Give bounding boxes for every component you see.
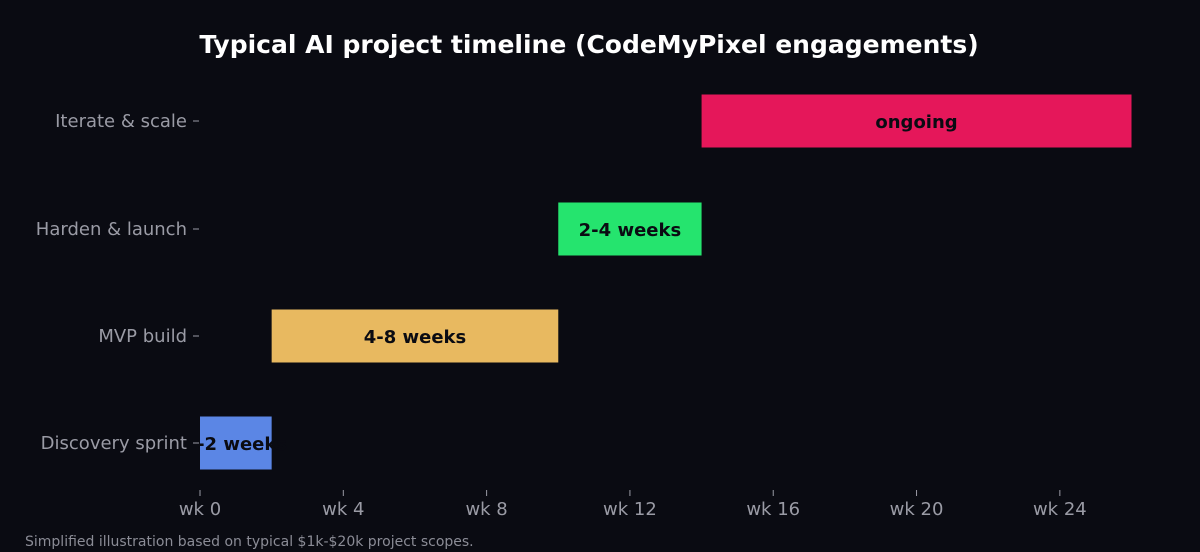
category-label-iterate-scale: Iterate & scale	[55, 111, 187, 132]
bar-label-iterate-scale: ongoing	[875, 112, 957, 133]
x-tick-label: wk 12	[603, 499, 657, 520]
bar-label-harden-launch: 2-4 weeks	[579, 220, 682, 241]
footnote: Simplified illustration based on typical…	[25, 534, 474, 550]
x-tick-label: wk 0	[179, 499, 221, 520]
x-axis: wk 0 wk 4 wk 8 wk 12 wk 16 wk 20 wk 24	[179, 490, 1087, 520]
x-tick-label: wk 4	[322, 499, 364, 520]
category-label-mvp-build: MVP build	[98, 326, 187, 347]
bar-mvp-build	[271, 309, 559, 363]
bar-label-discovery-sprint: 1-2 weeks	[185, 434, 288, 455]
x-tick-label: wk 24	[1033, 499, 1087, 520]
x-tick-label: wk 20	[890, 499, 944, 520]
category-label-discovery-sprint: Discovery sprint	[41, 433, 187, 454]
bar-labels-layer: 1-2 weeks 4-8 weeks 2-4 weeks ongoing	[185, 112, 958, 455]
bar-iterate-scale	[701, 94, 1132, 148]
y-axis: Discovery sprint MVP build Harden & launch…	[36, 111, 199, 454]
bar-harden-launch	[558, 202, 702, 256]
bar-discovery-sprint	[200, 416, 272, 470]
bar-label-mvp-build: 4-8 weeks	[364, 327, 467, 348]
chart-title: Typical AI project timeline (CodeMyPixel…	[199, 30, 978, 59]
x-tick-label: wk 8	[465, 499, 507, 520]
bars-layer	[200, 94, 1132, 470]
category-label-harden-launch: Harden & launch	[36, 219, 187, 240]
x-tick-label: wk 16	[746, 499, 800, 520]
